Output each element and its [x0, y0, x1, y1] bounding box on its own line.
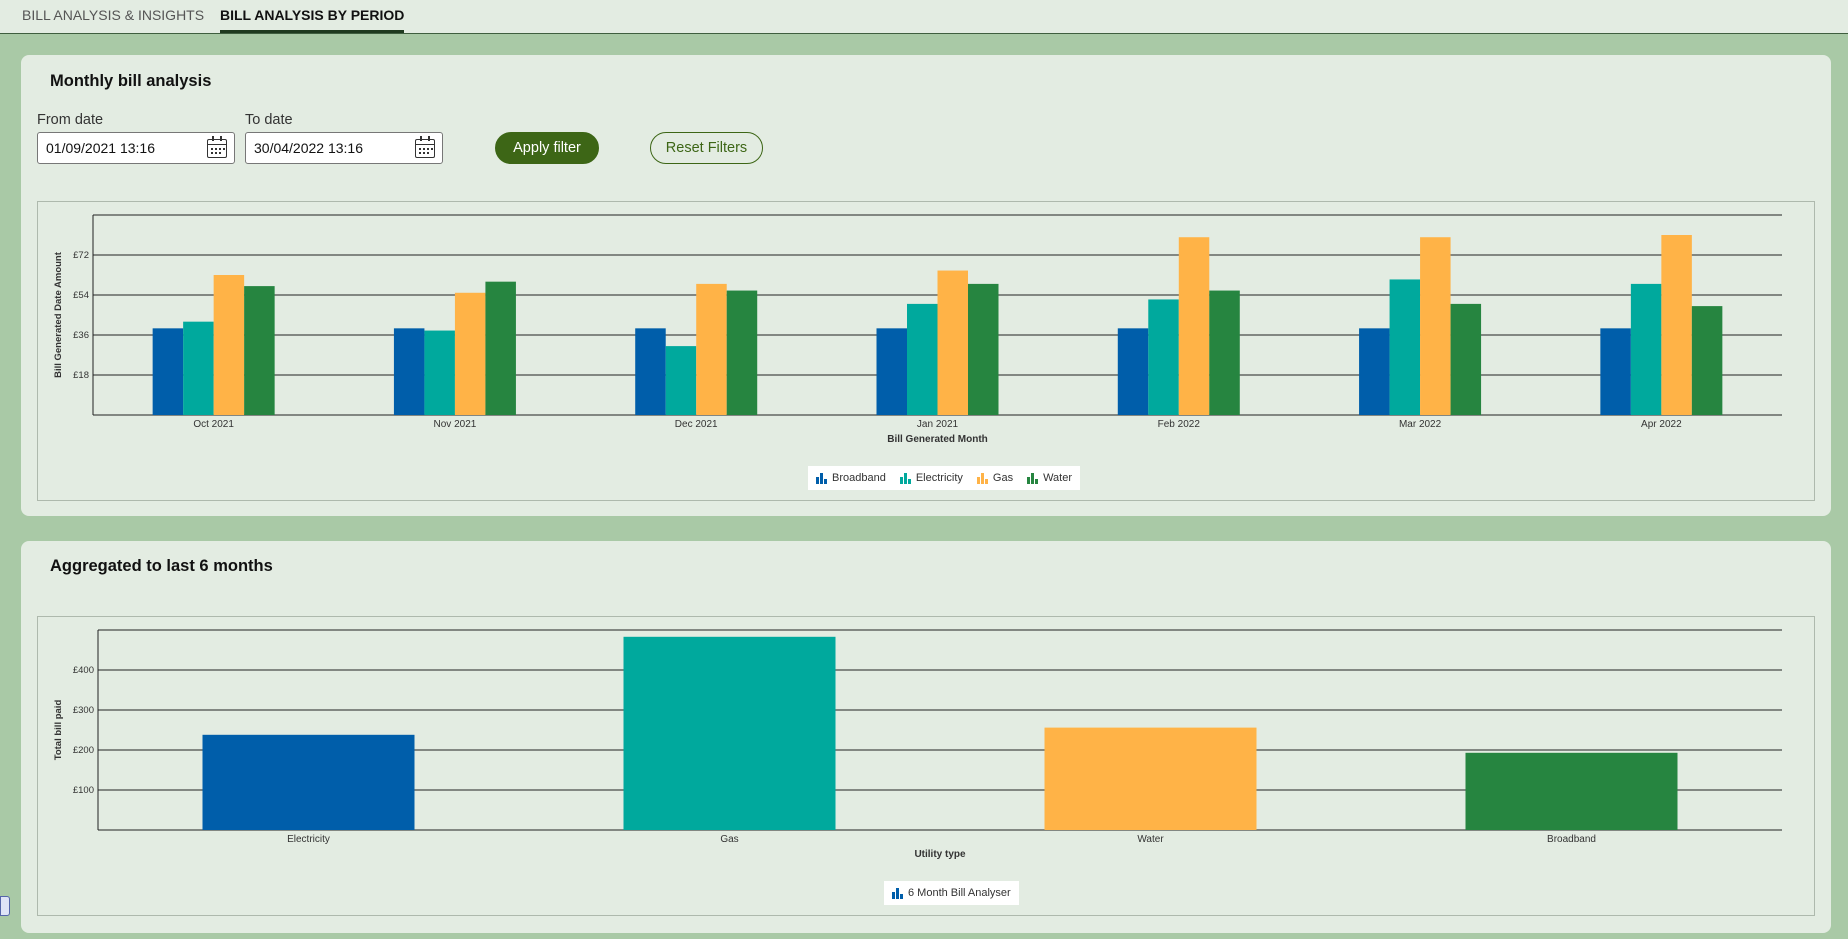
monthly-chart-container: £18 £36 £54 £72 Oct 2021 Nov 2021 Dec 2021 Jan … [37, 201, 1815, 501]
bar-water-jan-2021 [968, 283, 999, 415]
x-tick-label: Broadband [1547, 834, 1596, 845]
bar-gas-feb-2022 [1178, 237, 1210, 415]
y-tick-label: £400 [73, 665, 94, 676]
calendar-icon[interactable] [207, 136, 227, 158]
bar-chart-icon [1027, 472, 1039, 484]
monthly-chart-legend: Broadband Electricity Gas Water [808, 466, 1081, 490]
bar-water-nov-2021 [485, 281, 516, 415]
aggregate-bill-chart: £100 £200 £300 £400 Electricity Gas Water Broad… [53, 629, 1782, 860]
bar-water-mar-2022 [1450, 303, 1482, 415]
calendar-icon[interactable] [415, 136, 435, 158]
panel-title: Monthly bill analysis [50, 72, 212, 90]
bar-broadband-oct-2021 [152, 328, 184, 415]
bar-electricity-jan-2021 [907, 303, 938, 415]
y-tick-label: £200 [73, 745, 94, 756]
from-date-input[interactable]: 01/09/2021 13:16 [37, 132, 235, 164]
bar-electricity-feb-2022 [1148, 299, 1179, 415]
legend-label: Electricity [915, 472, 963, 484]
to-date-label: To date [245, 112, 293, 128]
bar-gas-apr-2022 [1661, 235, 1692, 415]
x-tick-label: Gas [720, 834, 738, 845]
from-date-value: 01/09/2021 13:16 [46, 140, 155, 156]
bar-electricity-apr-2022 [1630, 283, 1662, 415]
bar-gas-nov-2021 [454, 292, 486, 415]
legend-label: 6 Month Bill Analyser [908, 887, 1011, 899]
legend-item-water[interactable]: Water [1027, 472, 1072, 484]
bar-water-feb-2022 [1209, 290, 1240, 415]
y-axis-title: Total bill paid [53, 700, 64, 761]
y-tick-label: £54 [73, 290, 89, 301]
bar-broadband-jan-2021 [876, 328, 907, 415]
y-tick-label: £300 [73, 705, 94, 716]
legend-item-6-month-bill-analyser[interactable]: 6 Month Bill Analyser [892, 887, 1011, 899]
y-tick-label: £36 [73, 330, 89, 341]
bar-electricity-nov-2021 [424, 330, 455, 415]
monthly-bill-chart: £18 £36 £54 £72 Oct 2021 Nov 2021 Dec 2021 Jan … [53, 214, 1782, 445]
bar-gas-oct-2021 [213, 275, 245, 415]
bar-water-oct-2021 [244, 286, 275, 415]
apply-filter-button[interactable]: Apply filter [495, 132, 599, 164]
x-tick-label: Apr 2022 [1641, 419, 1682, 430]
bar-chart-icon [976, 472, 988, 484]
y-tick-label: £100 [73, 785, 94, 796]
bar-chart-icon [899, 472, 911, 484]
y-tick-label: £18 [73, 370, 89, 381]
bar-broadband-dec-2021 [635, 328, 666, 415]
x-tick-label: Mar 2022 [1399, 419, 1442, 430]
legend-item-broadband[interactable]: Broadband [816, 472, 886, 484]
x-tick-label: Jan 2021 [917, 419, 959, 430]
to-date-input[interactable]: 30/04/2022 13:16 [245, 132, 443, 164]
legend-label: Gas [992, 472, 1014, 484]
tab-bill-analysis-by-period[interactable]: BILL ANALYSIS BY PERIOD [220, 6, 405, 33]
bar-broadband [1465, 752, 1678, 830]
y-axis-title: Bill Generated Date Amount [53, 251, 64, 378]
bar-water-apr-2022 [1691, 306, 1723, 415]
reset-filters-button[interactable]: Reset Filters [650, 132, 763, 164]
bar-broadband-apr-2022 [1600, 328, 1631, 415]
monthly-bill-analysis-panel: Monthly bill analysis From date 01/09/20… [21, 55, 1831, 516]
bar-chart-icon [892, 887, 903, 899]
bar-water [1044, 727, 1257, 830]
bar-gas [623, 636, 836, 830]
bar-chart-icon [816, 472, 827, 484]
bar-broadband-feb-2022 [1117, 328, 1149, 415]
top-tab-bar: BILL ANALYSIS & INSIGHTS BILL ANALYSIS B… [0, 0, 1848, 34]
x-axis-title: Bill Generated Month [887, 434, 988, 445]
bar-gas-dec-2021 [696, 283, 727, 415]
legend-item-electricity[interactable]: Electricity [899, 472, 963, 484]
bar-gas-jan-2021 [937, 270, 968, 415]
x-tick-label: Feb 2022 [1158, 419, 1201, 430]
aggregated-panel: Aggregated to last 6 months £100 £200 £300… [21, 541, 1831, 933]
aggregate-chart-legend: 6 Month Bill Analyser [884, 881, 1019, 905]
from-date-label: From date [37, 112, 104, 128]
aggregate-chart-container: £100 £200 £300 £400 Electricity Gas Water Broad… [37, 616, 1815, 916]
bar-electricity-mar-2022 [1389, 279, 1421, 415]
x-tick-label: Dec 2021 [675, 419, 718, 430]
bar-electricity-dec-2021 [665, 346, 697, 415]
to-date-value: 30/04/2022 13:16 [254, 140, 363, 156]
x-tick-label: Electricity [287, 834, 330, 845]
x-tick-label: Oct 2021 [193, 419, 234, 430]
side-widget-icon[interactable] [0, 896, 10, 916]
panel-title: Aggregated to last 6 months [50, 557, 273, 575]
x-tick-label: Nov 2021 [434, 419, 477, 430]
legend-item-gas[interactable]: Gas [976, 472, 1014, 484]
y-tick-label: £72 [73, 250, 89, 261]
bar-electricity [202, 734, 415, 830]
x-axis-title: Utility type [914, 849, 966, 860]
bar-gas-mar-2022 [1420, 237, 1451, 415]
bar-electricity-oct-2021 [183, 321, 214, 415]
legend-label: Water [1043, 472, 1073, 484]
tab-bill-analysis-insights[interactable]: BILL ANALYSIS & INSIGHTS [22, 7, 205, 23]
legend-label: Broadband [832, 472, 886, 484]
bar-broadband-mar-2022 [1359, 328, 1390, 415]
bar-broadband-nov-2021 [393, 328, 425, 415]
x-tick-label: Water [1137, 834, 1164, 845]
bar-water-dec-2021 [726, 290, 758, 415]
